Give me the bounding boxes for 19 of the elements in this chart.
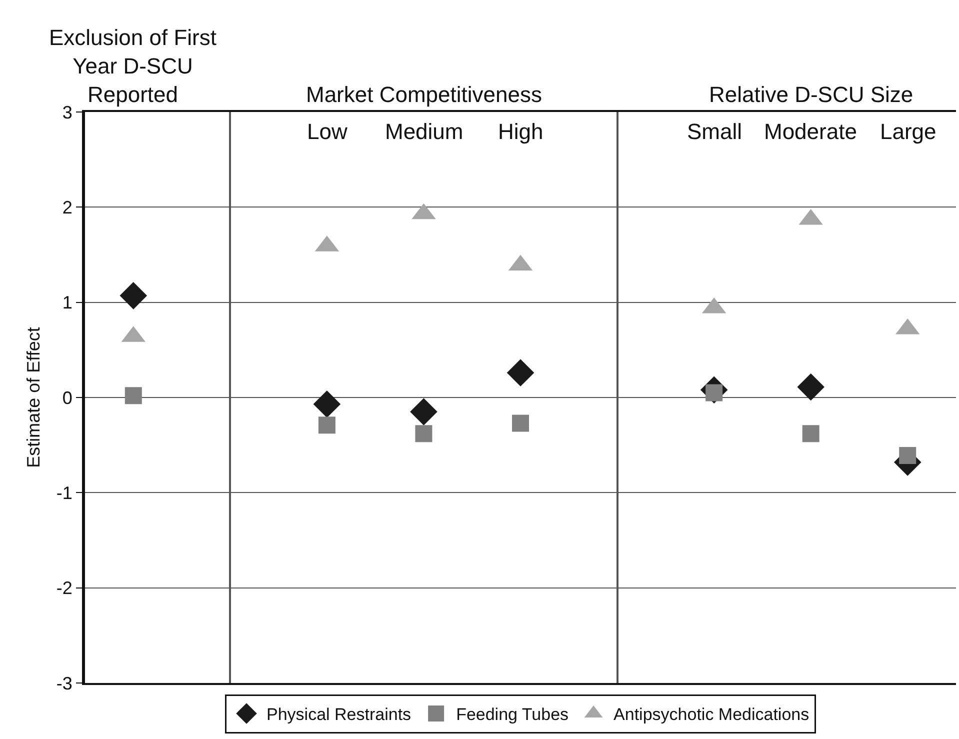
y-tick-label: 1 [62, 292, 72, 313]
text: Market Competitiveness [306, 82, 542, 107]
x-tick-label: Low [307, 119, 348, 144]
x-tick-label: Medium [385, 119, 464, 144]
x-tick-label: Moderate [764, 119, 857, 144]
legend-label: Antipsychotic Medications [614, 705, 810, 724]
y-tick-label: 3 [62, 102, 72, 122]
y-tick-label: -1 [56, 482, 72, 503]
text: Relative D-SCU Size [709, 82, 914, 107]
y-axis-title: Estimate of Effect [24, 327, 44, 468]
y-tick-label: -3 [56, 673, 72, 694]
x-tick-label: High [498, 119, 544, 144]
x-tick-label: Large [880, 119, 936, 144]
y-tick-label: -2 [56, 578, 72, 598]
x-tick-label: Small [687, 119, 742, 144]
legend-label: Feeding Tubes [456, 705, 569, 724]
y-tick-label: 0 [62, 388, 72, 408]
legend-label: Physical Restraints [266, 705, 412, 724]
y-tick-label: 2 [62, 197, 72, 218]
